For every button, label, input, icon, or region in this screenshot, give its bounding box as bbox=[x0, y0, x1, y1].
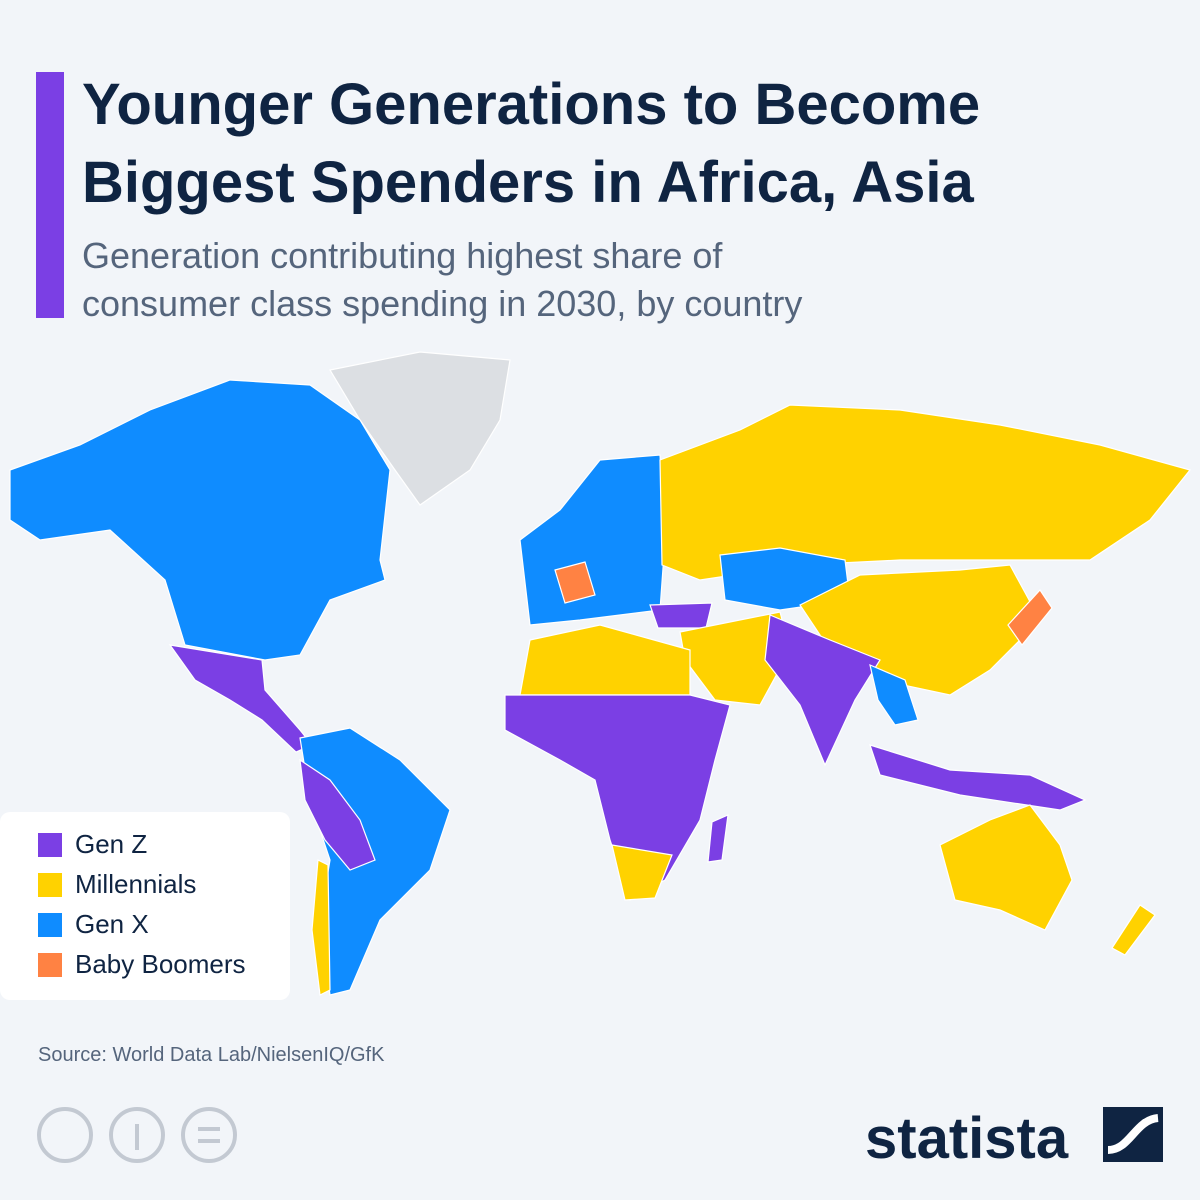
france bbox=[554, 561, 596, 604]
greenland bbox=[329, 351, 511, 506]
logo-swoosh bbox=[1107, 1114, 1159, 1154]
source: Source: World Data Lab/NielsenIQ/GfK bbox=[38, 1044, 385, 1066]
cc-icon bbox=[37, 1107, 93, 1163]
japan bbox=[1007, 589, 1053, 646]
south-asia bbox=[764, 614, 881, 767]
legend-swatch bbox=[38, 873, 62, 897]
andes-region bbox=[299, 758, 376, 871]
legend: Gen Z Millennials Gen X Baby Boomers bbox=[38, 829, 246, 979]
legend-box bbox=[0, 812, 290, 1000]
subtitle-line: Generation contributing highest share of bbox=[82, 235, 723, 276]
legend-label: Millennials bbox=[75, 869, 196, 899]
turkey bbox=[649, 602, 713, 629]
madagascar bbox=[707, 814, 729, 863]
title-line: Biggest Spenders in Africa, Asia bbox=[82, 150, 974, 215]
australia bbox=[939, 804, 1073, 931]
north-africa bbox=[519, 624, 691, 696]
legend-swatch bbox=[38, 953, 62, 977]
north-america bbox=[9, 379, 391, 661]
southern-africa bbox=[611, 844, 673, 901]
world-map bbox=[9, 351, 1192, 996]
legend-label: Gen X bbox=[75, 909, 149, 939]
chile bbox=[311, 859, 331, 996]
legend-swatch bbox=[38, 913, 62, 937]
logo: statista bbox=[865, 1106, 1069, 1171]
title-line: Younger Generations to Become bbox=[82, 72, 980, 137]
by-icon bbox=[109, 1107, 165, 1163]
southeast-asia bbox=[869, 663, 919, 726]
new-zealand bbox=[1111, 904, 1156, 956]
nd-icon bbox=[181, 1107, 237, 1163]
europe bbox=[519, 454, 666, 626]
accent-bar bbox=[36, 72, 64, 318]
license-icons bbox=[37, 1107, 237, 1163]
legend-label: Gen Z bbox=[75, 829, 147, 859]
legend-swatch bbox=[38, 833, 62, 857]
legend-label: Baby Boomers bbox=[75, 949, 246, 979]
indonesia bbox=[869, 744, 1087, 811]
logo-icon bbox=[1103, 1107, 1163, 1162]
subtitle-line: consumer class spending in 2030, by coun… bbox=[82, 283, 802, 324]
